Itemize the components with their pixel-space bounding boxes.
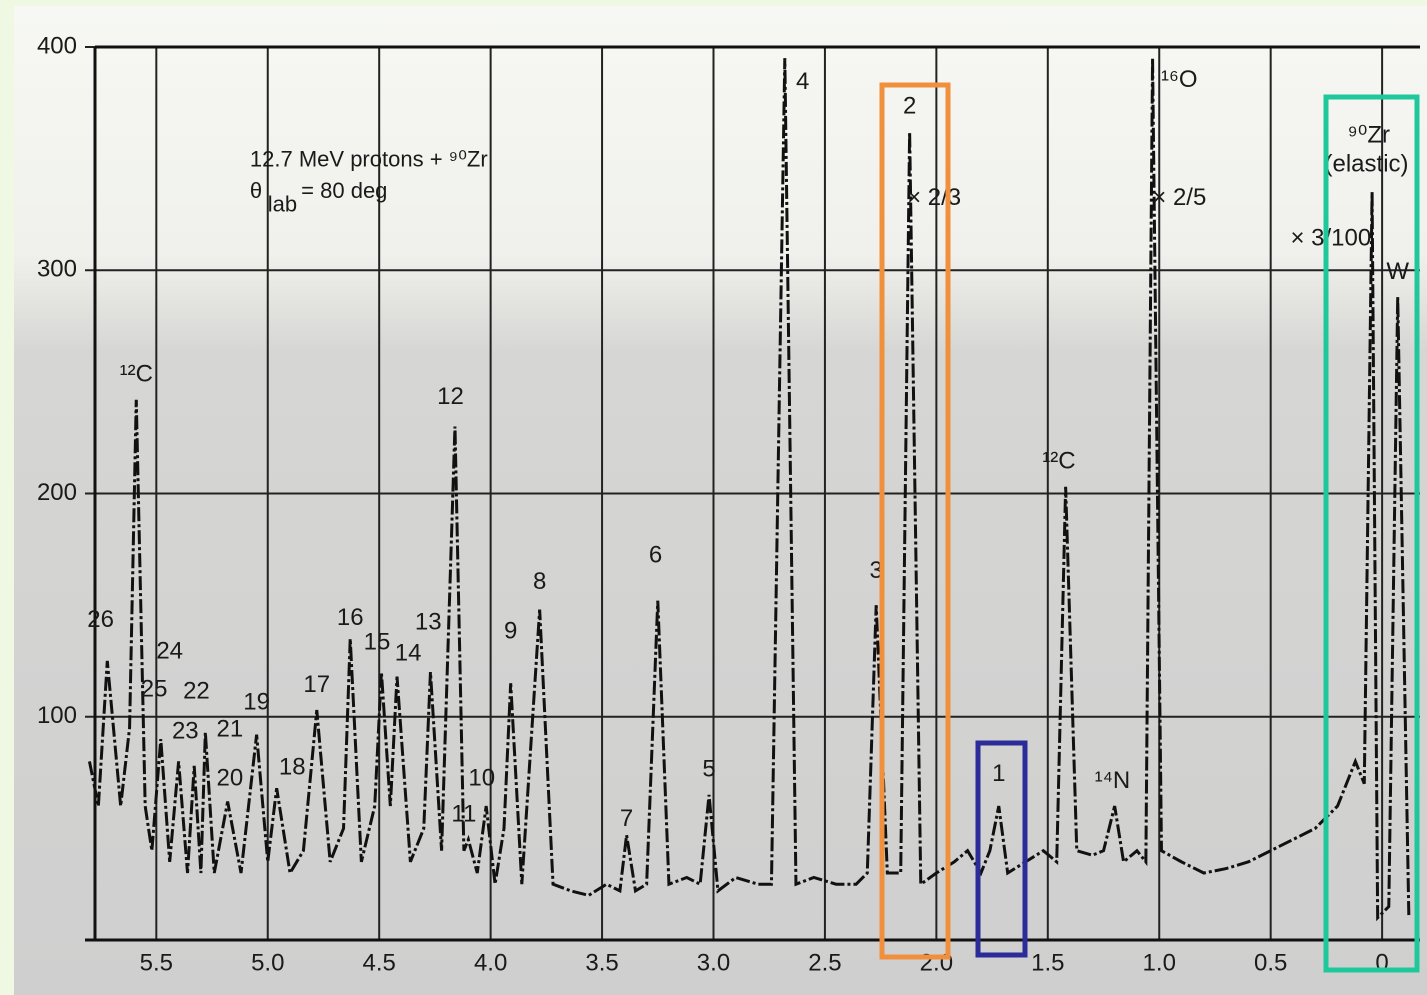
peak-label: 19 [243,689,270,716]
annotation: θ [250,178,262,203]
y-tick-label: 400 [37,32,77,59]
annotation: lab [268,191,297,216]
annotation: = 80 deg [301,178,387,203]
x-tick-label: 0.5 [1254,949,1287,976]
peak-label: 11 [451,800,476,827]
x-tick-label: 3.5 [585,949,618,976]
peak-label: ¹²C [1042,448,1075,475]
highlight-box [879,82,951,960]
paper [14,6,1427,995]
peak-label: 23 [172,718,199,745]
peak-label: 7 [620,805,633,832]
peak-label: 1 [992,760,1005,787]
peak-label: 8 [533,568,546,595]
peak-label: 13 [415,608,442,635]
x-tick-label: 5.0 [251,949,284,976]
highlight-box [975,740,1028,958]
peak-label: ⁹⁰Zr [1347,122,1390,149]
x-tick-label: 1.5 [1031,949,1064,976]
peak-label: 4 [796,68,809,95]
peak-label: 20 [217,765,244,792]
highlight-box [1323,94,1420,973]
peak-label: 12 [437,383,464,410]
data-line [87,58,1411,922]
peak-label: ¹²C [120,361,153,388]
x-tick-label: 3.0 [697,949,730,976]
peak-label: × 2/5 [1152,184,1206,211]
annotation: 12.7 MeV protons + ⁹⁰Zr [250,147,488,172]
y-tick-label: 300 [37,256,77,283]
peak-label: W [1386,258,1409,285]
peak-label: 18 [279,753,306,780]
x-tick-label: 5.5 [140,949,173,976]
peak-label: ¹⁶O [1161,66,1198,93]
peak-label: 16 [337,604,364,631]
x-tick-label: 4.5 [363,949,396,976]
peak-label: 26 [87,606,114,633]
peak-label: 6 [649,541,662,568]
peak-label: ¹⁴N [1095,767,1131,794]
peak-label: 21 [217,715,244,742]
peak-label: 17 [303,671,330,698]
peak-label: 10 [468,765,495,792]
peak-label: 5 [702,756,715,783]
x-tick-label: 4.0 [474,949,507,976]
peak-label: 15 [364,628,391,655]
x-tick-label: 2.5 [808,949,841,976]
peak-label: 2 [903,93,916,120]
x-tick-label: 1.0 [1143,949,1176,976]
peak-label: 25 [141,675,168,702]
peak-label: 14 [395,640,422,667]
y-tick-label: 100 [37,702,77,729]
peak-label: 22 [183,678,210,705]
peak-label: 24 [156,637,183,664]
y-tick-label: 200 [37,479,77,506]
peak-label: × 3/100 [1290,224,1371,251]
peak-label: × 2/3 [907,184,961,211]
peak-label: 9 [504,617,517,644]
peak-label: (elastic) [1325,151,1409,178]
